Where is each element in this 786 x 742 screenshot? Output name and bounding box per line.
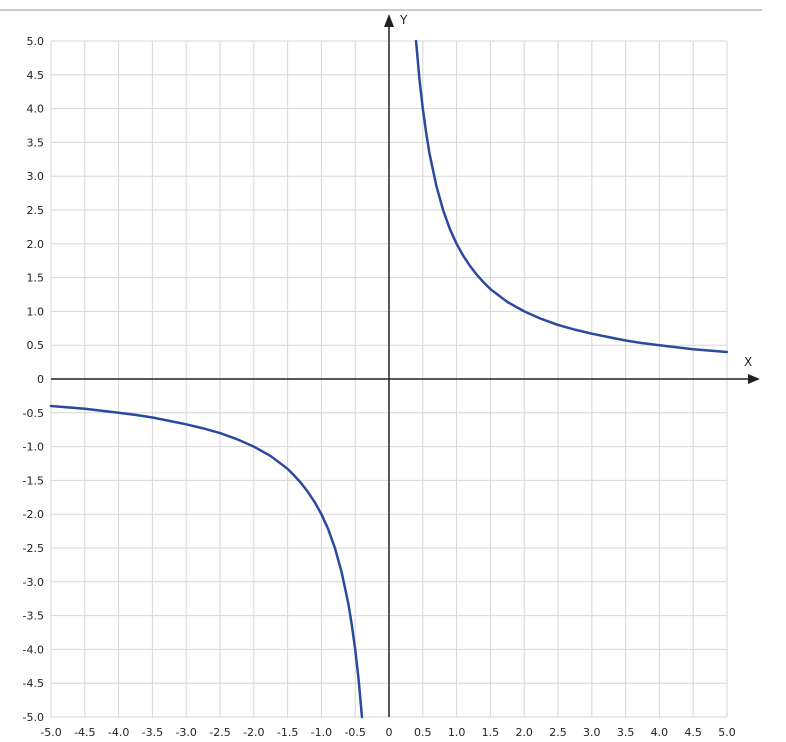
x-tick-label: 2.5 bbox=[549, 726, 567, 739]
x-tick-label: -3.0 bbox=[175, 726, 196, 739]
y-axis-label: Y bbox=[399, 13, 408, 27]
x-tick-label: -3.5 bbox=[142, 726, 163, 739]
curves bbox=[49, 39, 729, 719]
y-tick-label: 0.5 bbox=[27, 339, 45, 352]
x-tick-label: 4.0 bbox=[651, 726, 669, 739]
x-axis-label: X bbox=[744, 355, 752, 369]
y-tick-label: 2.0 bbox=[27, 238, 45, 251]
y-tick-label: 0 bbox=[37, 373, 44, 386]
curve-branch-positive bbox=[414, 39, 729, 354]
curve-branch-negative bbox=[49, 404, 364, 719]
x-tick-label: 4.5 bbox=[684, 726, 702, 739]
axes bbox=[51, 14, 760, 717]
x-tick-label: 3.5 bbox=[617, 726, 635, 739]
y-tick-label: -2.0 bbox=[23, 508, 44, 521]
y-tick-label: 1.5 bbox=[27, 272, 45, 285]
x-tick-label: -1.0 bbox=[311, 726, 332, 739]
x-tick-label: -4.5 bbox=[74, 726, 95, 739]
x-tick-label: -2.5 bbox=[209, 726, 230, 739]
y-tick-label: 4.5 bbox=[27, 69, 45, 82]
y-tick-label: -4.0 bbox=[23, 643, 44, 656]
y-tick-label: 3.5 bbox=[27, 136, 45, 149]
x-tick-label: 0.5 bbox=[414, 726, 432, 739]
y-tick-label: -2.5 bbox=[23, 542, 44, 555]
y-tick-label: 3.0 bbox=[27, 170, 45, 183]
x-tick-label: 0 bbox=[386, 726, 393, 739]
y-tick-label: 1.0 bbox=[27, 305, 45, 318]
x-tick-label: -5.0 bbox=[40, 726, 61, 739]
y-tick-label: -0.5 bbox=[23, 407, 44, 420]
x-tick-label: 3.0 bbox=[583, 726, 601, 739]
y-tick-label: 2.5 bbox=[27, 204, 45, 217]
x-tick-label: 2.0 bbox=[515, 726, 533, 739]
tick-labels: -5.0 -4.5 -4.0 -3.5 -3.0 -2.5 -2.0 -1.5 -1.0 -0.5… bbox=[23, 35, 736, 739]
x-tick-label: -0.5 bbox=[344, 726, 365, 739]
x-axis-arrow-icon bbox=[748, 374, 760, 384]
y-tick-label: 4.0 bbox=[27, 103, 45, 116]
y-tick-label: -5.0 bbox=[23, 711, 44, 724]
x-tick-label: 1.0 bbox=[448, 726, 466, 739]
y-tick-label: 5.0 bbox=[27, 35, 45, 48]
y-tick-label: -1.5 bbox=[23, 474, 44, 487]
y-tick-label: -4.5 bbox=[23, 677, 44, 690]
x-tick-label: 5.0 bbox=[718, 726, 736, 739]
x-tick-label: 1.5 bbox=[482, 726, 500, 739]
x-tick-label: -1.5 bbox=[277, 726, 298, 739]
y-tick-label: -3.0 bbox=[23, 576, 44, 589]
y-tick-label: -3.5 bbox=[23, 610, 44, 623]
x-tick-label: -4.0 bbox=[108, 726, 129, 739]
x-tick-label: -2.0 bbox=[243, 726, 264, 739]
y-axis-arrow-icon bbox=[384, 14, 394, 27]
y-tick-label: -1.0 bbox=[23, 441, 44, 454]
